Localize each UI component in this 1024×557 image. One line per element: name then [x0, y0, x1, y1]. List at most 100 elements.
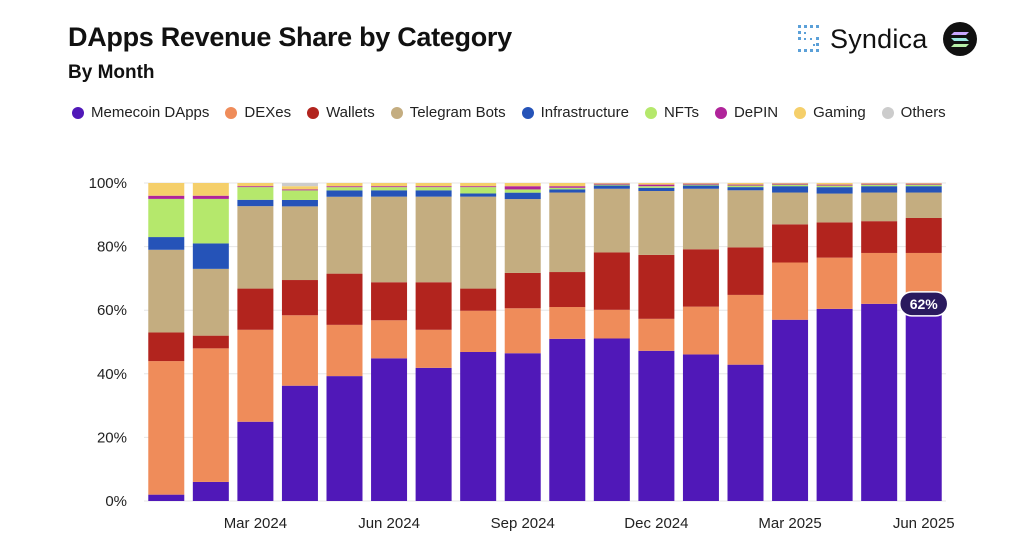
- bar-segment-nfts: [460, 187, 497, 194]
- bar-stack: [861, 183, 898, 501]
- bar-segment-dexes: [148, 361, 185, 495]
- bar-segment-nfts: [504, 189, 541, 193]
- bar-segment-memecoin-dapps: [549, 338, 586, 501]
- bar-segment-nfts: [549, 187, 586, 190]
- legend-item-memecoin-dapps[interactable]: Memecoin DApps: [72, 104, 209, 121]
- bar-segment-nfts: [638, 186, 675, 188]
- bar-segment-depin: [549, 186, 586, 188]
- bar-stack: [326, 183, 363, 501]
- bar-segment-memecoin-dapps: [593, 338, 630, 501]
- bar-segment-memecoin-dapps: [816, 308, 853, 501]
- legend-swatch: [307, 106, 320, 119]
- legend-swatch: [794, 106, 807, 119]
- bar-stack: [816, 183, 853, 501]
- bar-stack: [593, 183, 630, 501]
- bar-segment-depin: [727, 184, 764, 186]
- bar-segment-gaming: [281, 186, 318, 190]
- bar-segment-nfts: [593, 184, 630, 186]
- bar-segment-telegram-bots: [772, 192, 809, 225]
- legend-item-gaming[interactable]: Gaming: [794, 104, 866, 121]
- legend-label: Others: [900, 104, 946, 121]
- bar-segment-dexes: [281, 315, 318, 386]
- bar-segment-infrastructure: [682, 185, 719, 189]
- bar-stack: [415, 183, 452, 501]
- bar-segment-dexes: [371, 320, 408, 359]
- syndica-logo-icon: [798, 25, 819, 52]
- bar-segment-nfts: [237, 187, 274, 200]
- bar-segment-dexes: [237, 329, 274, 422]
- legend-label: Infrastructure: [540, 104, 629, 121]
- legend-label: Memecoin DApps: [91, 104, 210, 121]
- bar-segment-memecoin-dapps: [281, 385, 318, 501]
- bar-segment-infrastructure: [326, 190, 363, 197]
- y-tick-label: 0%: [105, 493, 127, 510]
- bar-segment-dexes: [415, 329, 452, 368]
- annotation-bubble: [898, 291, 949, 317]
- legend-item-infrastructure[interactable]: Infrastructure: [521, 104, 629, 121]
- bar-segment-telegram-bots: [192, 268, 229, 336]
- bar-segment-wallets: [415, 282, 452, 330]
- bar-segment-dexes: [593, 309, 630, 339]
- bar-stack: [148, 183, 185, 501]
- bar-segment-infrastructure: [237, 199, 274, 207]
- bar-segment-memecoin-dapps: [682, 354, 719, 501]
- y-tick-label: 40%: [97, 366, 127, 383]
- legend-swatch: [521, 106, 534, 119]
- chart-legend: Memecoin DApps DEXes Wallets Telegram Bots I…: [72, 104, 962, 121]
- bar-segment-wallets: [148, 332, 185, 362]
- bar-segment-memecoin-dapps: [237, 421, 274, 501]
- bar-segment-telegram-bots: [861, 192, 898, 222]
- legend-item-depin[interactable]: DePIN: [714, 104, 779, 121]
- x-tick-label: Mar 2025: [758, 515, 821, 532]
- bar-segment-memecoin-dapps: [326, 376, 363, 501]
- legend-item-telegram-bots[interactable]: Telegram Bots: [390, 104, 506, 121]
- bar-segment-nfts: [772, 184, 809, 187]
- bar-segment-nfts: [371, 187, 408, 191]
- bar-segment-depin: [861, 183, 898, 185]
- bar-segment-wallets: [682, 249, 719, 307]
- bar-segment-telegram-bots: [326, 196, 363, 274]
- bar-segment-dexes: [638, 318, 675, 351]
- x-tick-label: Dec 2024: [624, 515, 688, 532]
- y-tick-label: 20%: [97, 429, 127, 446]
- legend-label: DePIN: [733, 104, 779, 121]
- bar-segment-infrastructure: [816, 187, 853, 194]
- legend-item-nfts[interactable]: NFTs: [644, 104, 699, 121]
- annotation-text: 62%: [910, 296, 939, 312]
- bar-segment-infrastructure: [460, 193, 497, 197]
- bar-segment-depin: [460, 186, 497, 188]
- x-tick-label: Jun 2024: [358, 515, 420, 532]
- bar-segment-depin: [326, 186, 363, 188]
- bar-segment-nfts: [192, 198, 229, 244]
- bar-stack: [905, 183, 942, 501]
- bar-segment-depin: [504, 186, 541, 190]
- bar-segment-wallets: [281, 280, 318, 316]
- bar-segment-telegram-bots: [371, 196, 408, 283]
- bar-segment-wallets: [905, 217, 942, 253]
- bar-segment-others: [281, 183, 318, 187]
- legend-item-dexes[interactable]: DEXes: [225, 104, 291, 121]
- bar-segment-gaming: [727, 183, 764, 185]
- bar-segment-infrastructure: [727, 187, 764, 191]
- bar-stack: [549, 183, 586, 501]
- bar-segment-memecoin-dapps: [415, 367, 452, 501]
- bar-segment-telegram-bots: [237, 206, 274, 289]
- bar-segment-memecoin-dapps: [772, 319, 809, 501]
- bar-segment-nfts: [148, 198, 185, 238]
- bar-stack: [192, 183, 229, 501]
- bar-segment-telegram-bots: [415, 196, 452, 283]
- bar-segment-depin: [192, 195, 229, 199]
- bar-segment-wallets: [549, 272, 586, 308]
- legend-item-wallets[interactable]: Wallets: [307, 104, 375, 121]
- legend-item-others[interactable]: Others: [881, 104, 946, 121]
- bar-segment-nfts: [415, 187, 452, 191]
- bar-segment-infrastructure: [148, 237, 185, 250]
- bar-segment-memecoin-dapps: [192, 481, 229, 501]
- x-tick-label: Jun 2025: [893, 515, 955, 532]
- bar-segment-depin: [281, 189, 318, 191]
- bar-segment-gaming: [192, 183, 229, 196]
- x-tick-label: Sep 2024: [491, 515, 555, 532]
- bar-segment-memecoin-dapps: [638, 350, 675, 501]
- bar-segment-wallets: [638, 254, 675, 319]
- legend-swatch: [72, 106, 84, 119]
